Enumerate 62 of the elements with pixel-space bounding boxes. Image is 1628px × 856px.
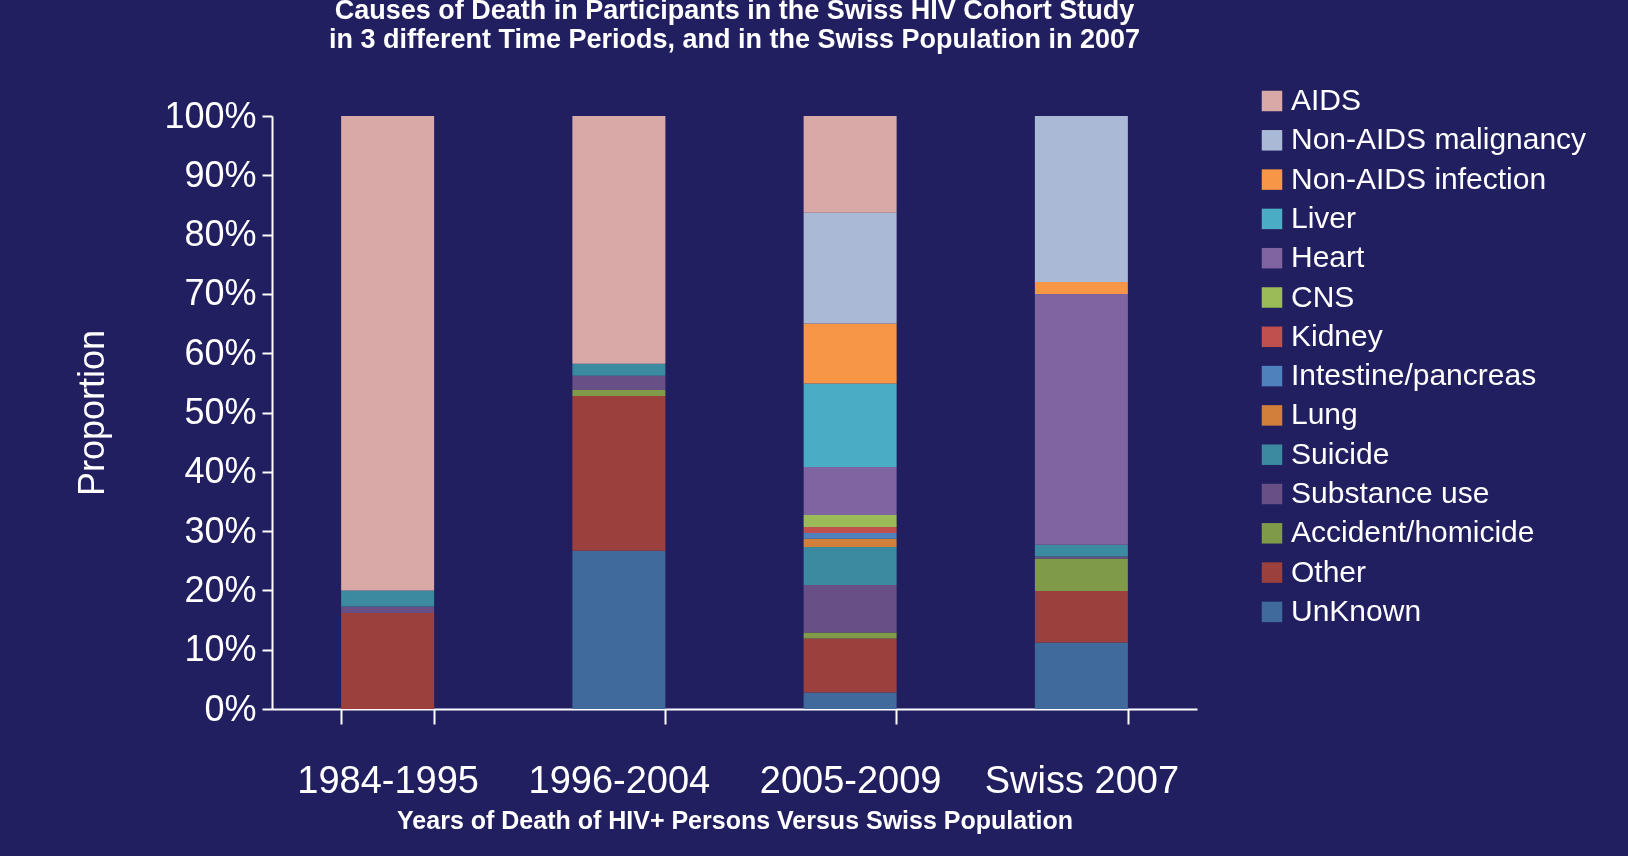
- bar: [572, 116, 666, 364]
- bar: [803, 212, 897, 324]
- legend-label: Suicide: [1291, 436, 1390, 470]
- x-tick-label: Swiss 2007: [984, 758, 1180, 801]
- legend-label: Other: [1291, 554, 1367, 588]
- y-tick-label: 40%: [184, 450, 257, 492]
- bar: [341, 590, 435, 607]
- y-tick-label: 100%: [164, 94, 257, 136]
- legend-label: Kidney: [1291, 318, 1383, 352]
- y-tick-label: 60%: [184, 331, 257, 373]
- chart-title: Causes of Death in Participants in the Swiss HIV Cohort Study in 3 different Time Periods, and in the Swiss Population in 2007: [328, 0, 1141, 54]
- bar: [803, 383, 897, 468]
- y-tick-label: 20%: [184, 568, 257, 610]
- legend-label: Intestine/pancreas: [1291, 358, 1537, 392]
- bar: [803, 532, 897, 539]
- legend-label: Liver: [1291, 200, 1357, 234]
- legend-label: UnKnown: [1291, 593, 1422, 627]
- y-tick-label: 0%: [204, 687, 257, 729]
- bar: [803, 116, 897, 213]
- bar: [1034, 544, 1128, 557]
- x-axis-title: Years of Death of HIV+ Persons Versus Swiss Population: [397, 805, 1073, 834]
- legend-label: CNS: [1291, 279, 1355, 313]
- bar: [803, 692, 897, 709]
- legend-label: Non-AIDS malignancy: [1291, 122, 1587, 156]
- legend-label: AIDS: [1291, 83, 1362, 116]
- bar: [803, 585, 897, 633]
- y-tick-label: 50%: [184, 391, 257, 432]
- legend-label: Lung: [1291, 397, 1358, 431]
- y-tick-label: 30%: [184, 509, 257, 551]
- bar: [1034, 642, 1128, 709]
- bar: [341, 606, 435, 613]
- bar: [803, 638, 897, 693]
- bar: [572, 363, 666, 376]
- x-tick-label: 1984-1995: [297, 758, 479, 801]
- bar: [572, 395, 666, 551]
- bar: [341, 612, 435, 709]
- bar: [572, 389, 666, 396]
- y-tick-label: 80%: [184, 213, 257, 255]
- bar: [572, 550, 666, 709]
- bar: [803, 467, 897, 516]
- bar: [803, 547, 897, 586]
- y-axis-title: Proportion: [71, 329, 113, 497]
- y-tick-label: 10%: [184, 628, 257, 670]
- bar: [1034, 558, 1128, 591]
- bar: [803, 538, 897, 548]
- bar: [1034, 293, 1128, 545]
- bar: [341, 116, 435, 591]
- bar: [1034, 116, 1128, 283]
- bar: [803, 526, 897, 533]
- y-tick-label: 90%: [184, 153, 257, 195]
- legend-label: Substance use: [1291, 476, 1490, 509]
- legend-label: Non-AIDS infection: [1291, 161, 1547, 195]
- y-tick-label: 70%: [184, 272, 257, 314]
- x-tick-label: 2005-2009: [759, 758, 942, 801]
- bar: [1034, 590, 1128, 643]
- x-tick-label: 1996-2004: [528, 758, 711, 801]
- bar: [572, 375, 666, 390]
- bar: [803, 515, 897, 527]
- legend-label: Heart: [1291, 240, 1366, 274]
- bar: [1034, 282, 1128, 294]
- bar: [803, 323, 897, 384]
- legend-label: Accident/homicide: [1291, 515, 1535, 549]
